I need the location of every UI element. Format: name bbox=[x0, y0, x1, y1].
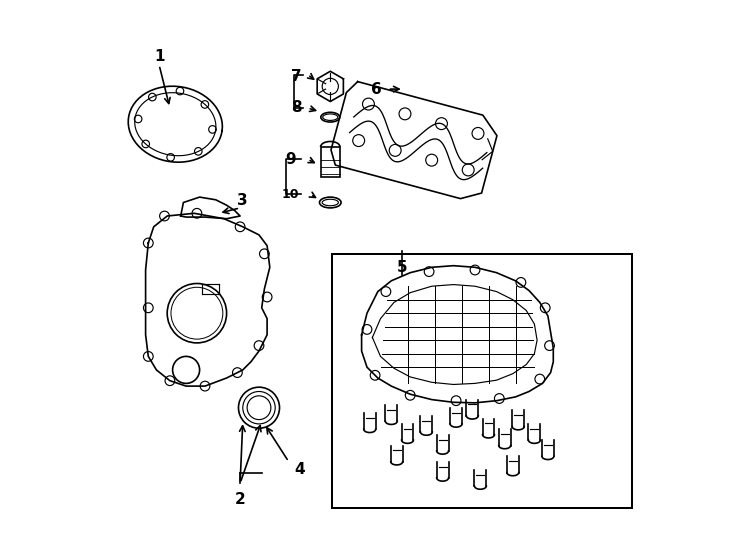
Bar bbox=[332, 254, 631, 508]
Text: 2: 2 bbox=[235, 492, 245, 507]
Text: 5: 5 bbox=[397, 260, 407, 275]
Text: 10: 10 bbox=[282, 188, 299, 201]
Text: 1: 1 bbox=[154, 49, 164, 64]
Bar bbox=[321, 147, 340, 177]
Text: 7: 7 bbox=[291, 69, 302, 84]
Text: 3: 3 bbox=[238, 193, 248, 208]
Text: 6: 6 bbox=[371, 82, 382, 97]
Text: 9: 9 bbox=[285, 152, 296, 167]
Text: 4: 4 bbox=[294, 462, 305, 477]
Text: 8: 8 bbox=[291, 100, 302, 116]
